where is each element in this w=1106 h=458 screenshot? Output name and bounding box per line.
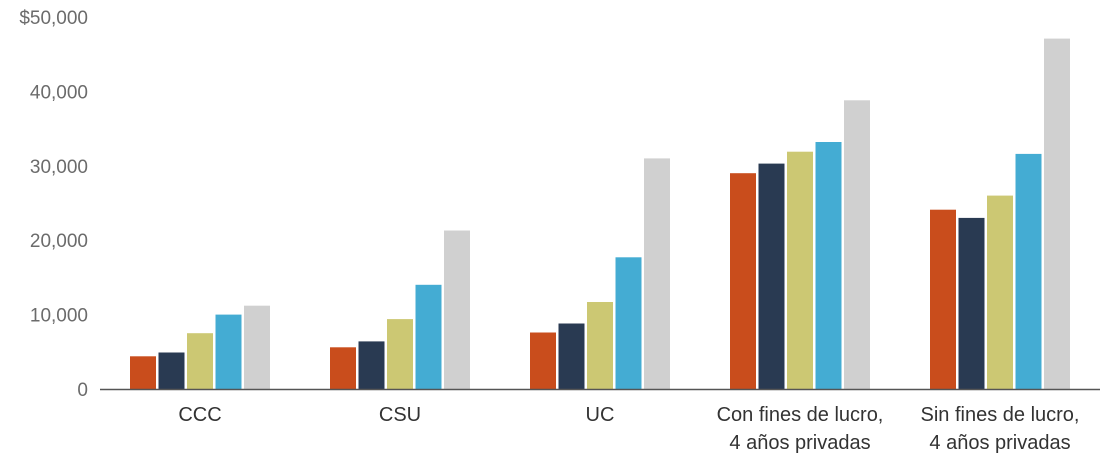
bar: [987, 195, 1013, 389]
bar: [358, 341, 385, 389]
y-tick-label: 10,000: [30, 306, 88, 327]
bar: [530, 332, 556, 389]
y-axis: 0 10,000 20,000 30,000 40,000 $50,000: [19, 8, 88, 401]
x-category-label: CSU: [379, 404, 421, 426]
bar: [244, 305, 270, 389]
bar: [787, 151, 813, 389]
bar: [415, 284, 442, 389]
bar: [387, 319, 413, 389]
bar: [644, 158, 670, 389]
bar: [558, 323, 585, 389]
bar: [330, 347, 356, 389]
bar: [844, 100, 870, 390]
bar: [730, 173, 756, 389]
x-category-label: Sin fines de lucro,: [921, 404, 1080, 426]
bar: [130, 356, 156, 389]
x-category-label: 4 años privadas: [729, 432, 870, 454]
x-category-label: 4 años privadas: [929, 432, 1070, 454]
bar: [815, 142, 842, 389]
bar: [187, 333, 213, 389]
bar: [444, 230, 470, 389]
y-tick-label: 40,000: [30, 82, 88, 103]
y-tick-label: 20,000: [30, 231, 88, 252]
bar: [215, 314, 242, 389]
bar: [958, 217, 985, 389]
bar: [587, 302, 613, 389]
bar: [158, 352, 185, 389]
bars: [130, 38, 1070, 390]
x-category-label: CCC: [178, 404, 221, 426]
bar: [615, 257, 642, 389]
bar: [930, 209, 956, 389]
bar: [1015, 153, 1042, 389]
y-tick-label: 0: [77, 380, 88, 401]
y-tick-label: 30,000: [30, 157, 88, 178]
bar: [1044, 38, 1070, 389]
y-tick-label: $50,000: [19, 8, 88, 29]
x-category-label: UC: [586, 404, 615, 426]
x-axis: CCC CSU UC Con fines de lucro, 4 años privad…: [178, 404, 1079, 454]
bar: [758, 163, 785, 389]
x-category-label: Con fines de lucro,: [717, 404, 884, 426]
